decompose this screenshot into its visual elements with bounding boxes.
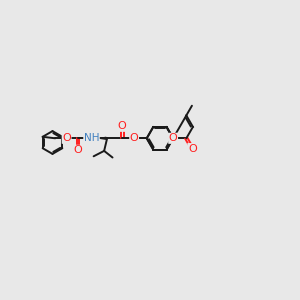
Text: O: O xyxy=(169,133,178,143)
Polygon shape xyxy=(95,136,106,140)
Text: O: O xyxy=(188,144,197,154)
Text: O: O xyxy=(74,145,82,155)
Text: O: O xyxy=(62,133,71,143)
Text: O: O xyxy=(130,133,139,143)
Text: O: O xyxy=(118,121,127,131)
Text: NH: NH xyxy=(84,133,99,143)
